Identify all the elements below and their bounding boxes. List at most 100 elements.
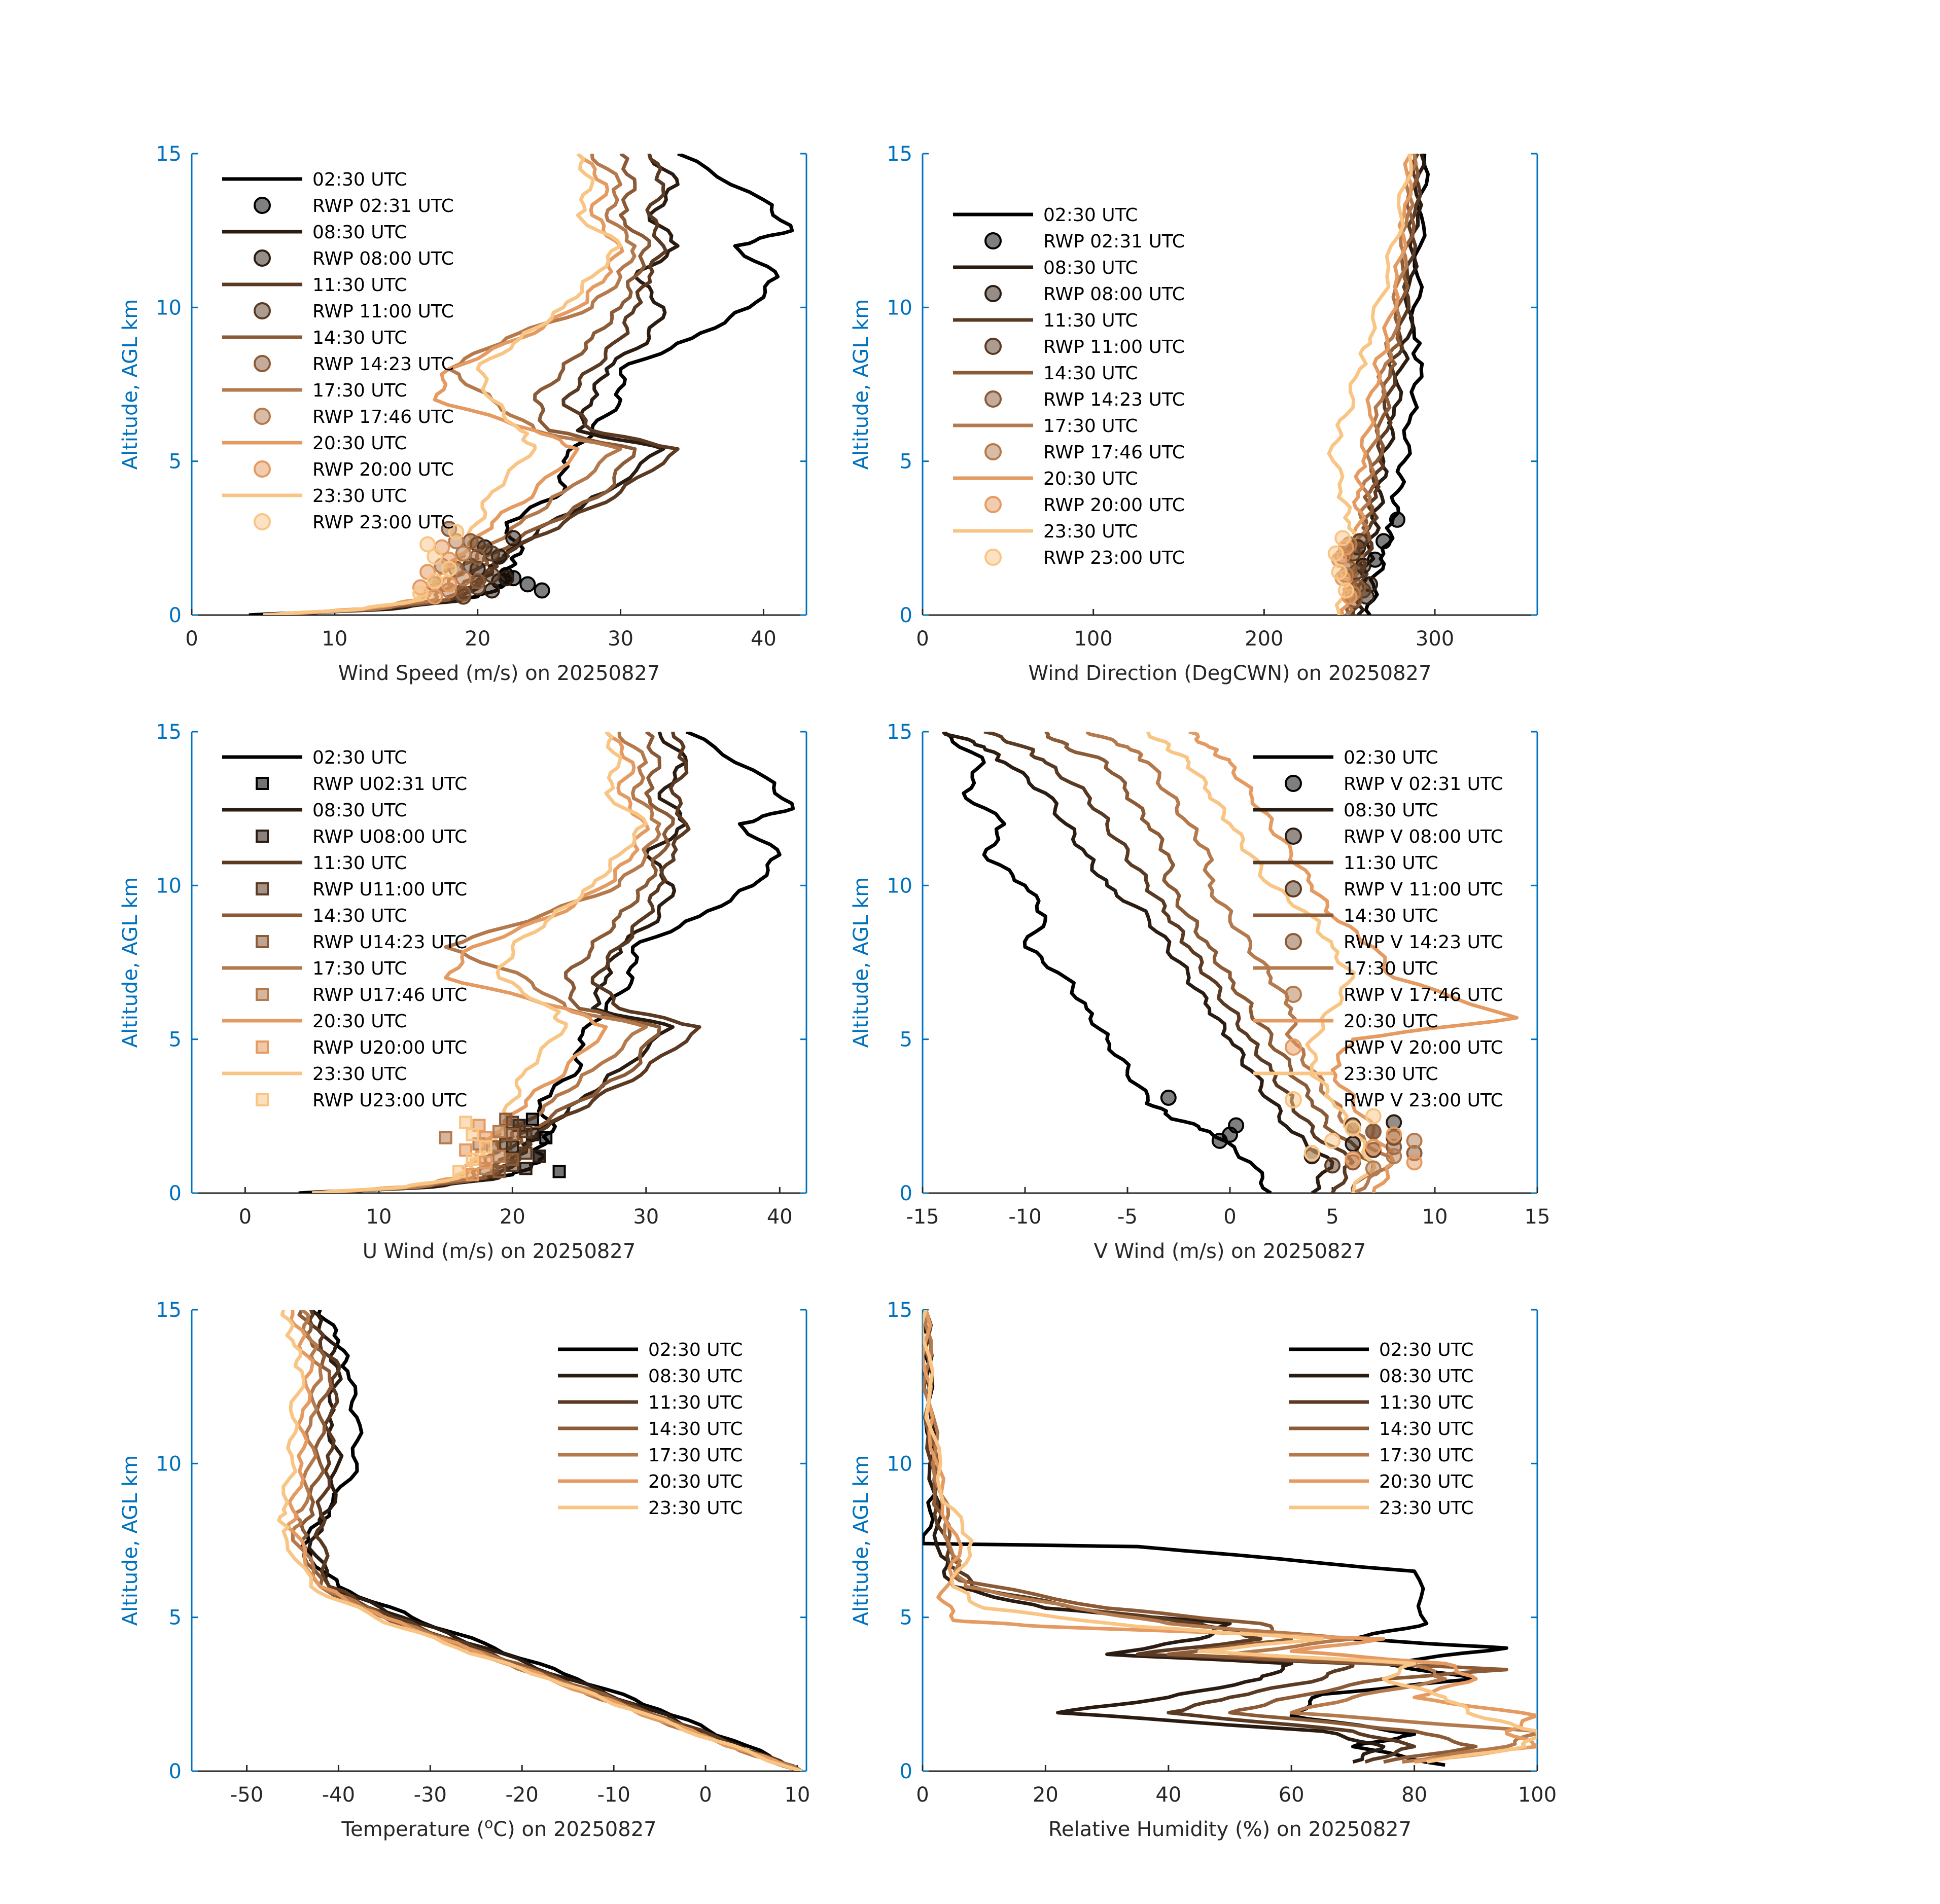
rwp-marker	[519, 1125, 533, 1138]
series-line-2	[307, 1310, 803, 1771]
y-tick-label: 10	[887, 874, 912, 897]
legend-label: RWP U20:00 UTC	[312, 1037, 467, 1058]
legend-marker	[984, 285, 1002, 302]
x-axis-label: Wind Direction (DegCWN) on 20250827	[1029, 662, 1432, 685]
legend: 02:30 UTC RWP U02:31 UTC 08:30 UTC RWP U08:…	[222, 747, 467, 1111]
x-tick-label: 100	[1074, 627, 1112, 651]
legend-label: RWP V 02:31 UTC	[1344, 774, 1503, 795]
y-tick-label: 10	[156, 874, 182, 897]
legend-marker	[984, 232, 1002, 249]
rwp-marker	[1228, 1117, 1245, 1134]
legend-label: 20:30 UTC	[648, 1471, 743, 1492]
rwp-marker	[439, 1131, 452, 1144]
legend-label: 11:30 UTC	[648, 1392, 743, 1413]
legend-label: RWP 20:00 UTC	[1043, 495, 1185, 516]
legend-label: 02:30 UTC	[1043, 205, 1138, 226]
legend-label: RWP 23:00 UTC	[312, 512, 454, 533]
legend-marker	[1285, 986, 1302, 1003]
legend-label: 08:30 UTC	[1344, 800, 1438, 821]
legend-marker	[256, 830, 269, 843]
legend-marker	[256, 1093, 269, 1106]
legend-label: RWP U17:46 UTC	[312, 985, 467, 1005]
x-tick-label: 40	[751, 627, 777, 651]
rwp-marker	[534, 582, 550, 599]
x-tick-label: -30	[414, 1783, 447, 1807]
legend-label: 14:30 UTC	[1043, 363, 1138, 384]
x-tick-label: 0	[699, 1783, 712, 1807]
series-line-6	[923, 1310, 1537, 1764]
chart-panel-wdir: 0 100 200 300 0 5 10 15 Wind Direction (DegCWN) …	[850, 142, 1538, 685]
chart-panel-rh: 0 20 40 60 80 100 0 5 10 15 Relative Humidity (%) …	[850, 1299, 1557, 1841]
legend-label: 23:30 UTC	[648, 1498, 743, 1519]
x-tick-label: -10	[597, 1783, 630, 1807]
rwp-marker	[483, 582, 500, 599]
x-axis-label: Relative Humidity (%) on 20250827	[1048, 1818, 1412, 1841]
legend-marker	[256, 988, 269, 1001]
y-tick-label: 15	[887, 721, 912, 744]
legend-label: 08:30 UTC	[648, 1366, 743, 1387]
legend-marker	[256, 1040, 269, 1054]
legend-label: RWP V 14:23 UTC	[1344, 932, 1503, 953]
rwp-marker	[506, 1128, 519, 1141]
y-tick-label: 15	[156, 721, 182, 744]
legend-label: 02:30 UTC	[648, 1340, 743, 1360]
x-tick-label: 15	[1525, 1205, 1550, 1229]
legend-marker	[254, 197, 271, 214]
legend-label: RWP V 20:00 UTC	[1344, 1037, 1503, 1058]
legend-label: RWP 11:00 UTC	[1043, 337, 1185, 357]
legend-marker	[254, 408, 271, 425]
legend-marker	[984, 338, 1002, 355]
rwp-marker	[455, 545, 472, 562]
legend-label: 14:30 UTC	[312, 906, 407, 926]
legend-label: 23:30 UTC	[1379, 1498, 1474, 1519]
legend-label: RWP V 08:00 UTC	[1344, 827, 1503, 847]
x-tick-label: -40	[322, 1783, 355, 1807]
legend-label: RWP 11:00 UTC	[312, 301, 454, 322]
x-tick-label: 20	[465, 627, 490, 651]
plot-area	[249, 154, 794, 615]
legend: 02:30 UTC 08:30 UTC 11:30 UTC 14:30 UTC 17:3…	[1289, 1340, 1474, 1519]
legend-label: RWP 02:31 UTC	[1043, 231, 1185, 252]
legend-label: RWP 23:00 UTC	[1043, 548, 1185, 568]
rwp-marker	[469, 548, 486, 565]
plot-area	[923, 1310, 1537, 1767]
legend-label: 17:30 UTC	[312, 380, 407, 401]
legend-marker	[1285, 775, 1302, 792]
rwp-marker	[441, 576, 457, 593]
rwp-marker	[1345, 1151, 1361, 1168]
series-line-5	[923, 1310, 1537, 1764]
legend-marker	[254, 302, 271, 319]
legend-marker	[984, 390, 1002, 408]
legend: 02:30 UTC RWP V 02:31 UTC 08:30 UTC RWP V 0…	[1253, 747, 1503, 1111]
rwp-marker	[519, 1146, 533, 1160]
rwp-marker	[466, 1153, 479, 1166]
y-tick-label: 15	[887, 142, 912, 166]
legend-label: 02:30 UTC	[312, 747, 407, 768]
rwp-marker	[427, 548, 443, 565]
legend-label: RWP V 17:46 UTC	[1344, 985, 1503, 1005]
x-axis-label: U Wind (m/s) on 20250827	[363, 1240, 636, 1263]
x-tick-label: 10	[1422, 1205, 1448, 1229]
legend-marker	[254, 249, 271, 267]
x-tick-label: 60	[1279, 1783, 1304, 1807]
legend-label: 14:30 UTC	[1344, 906, 1438, 926]
y-axis-label: Altitude, AGL km	[119, 877, 142, 1048]
x-tick-label: 5	[1326, 1205, 1338, 1229]
legend-marker	[984, 549, 1002, 566]
legend-label: RWP 20:00 UTC	[312, 459, 454, 480]
legend-label: 02:30 UTC	[312, 169, 407, 190]
y-tick-label: 5	[169, 450, 182, 474]
legend-label: 08:30 UTC	[1379, 1366, 1474, 1387]
x-tick-label: 10	[366, 1205, 392, 1229]
y-tick-label: 0	[169, 1760, 182, 1783]
y-axis-label: Altitude, AGL km	[850, 299, 873, 470]
x-tick-label: 30	[633, 1205, 659, 1229]
plot-area	[1327, 154, 1430, 615]
y-tick-label: 5	[169, 1028, 182, 1052]
x-tick-label: 100	[1518, 1783, 1557, 1807]
y-axis-label: Altitude, AGL km	[119, 1455, 142, 1626]
series-line-0	[942, 732, 1272, 1193]
rwp-marker	[505, 530, 522, 547]
